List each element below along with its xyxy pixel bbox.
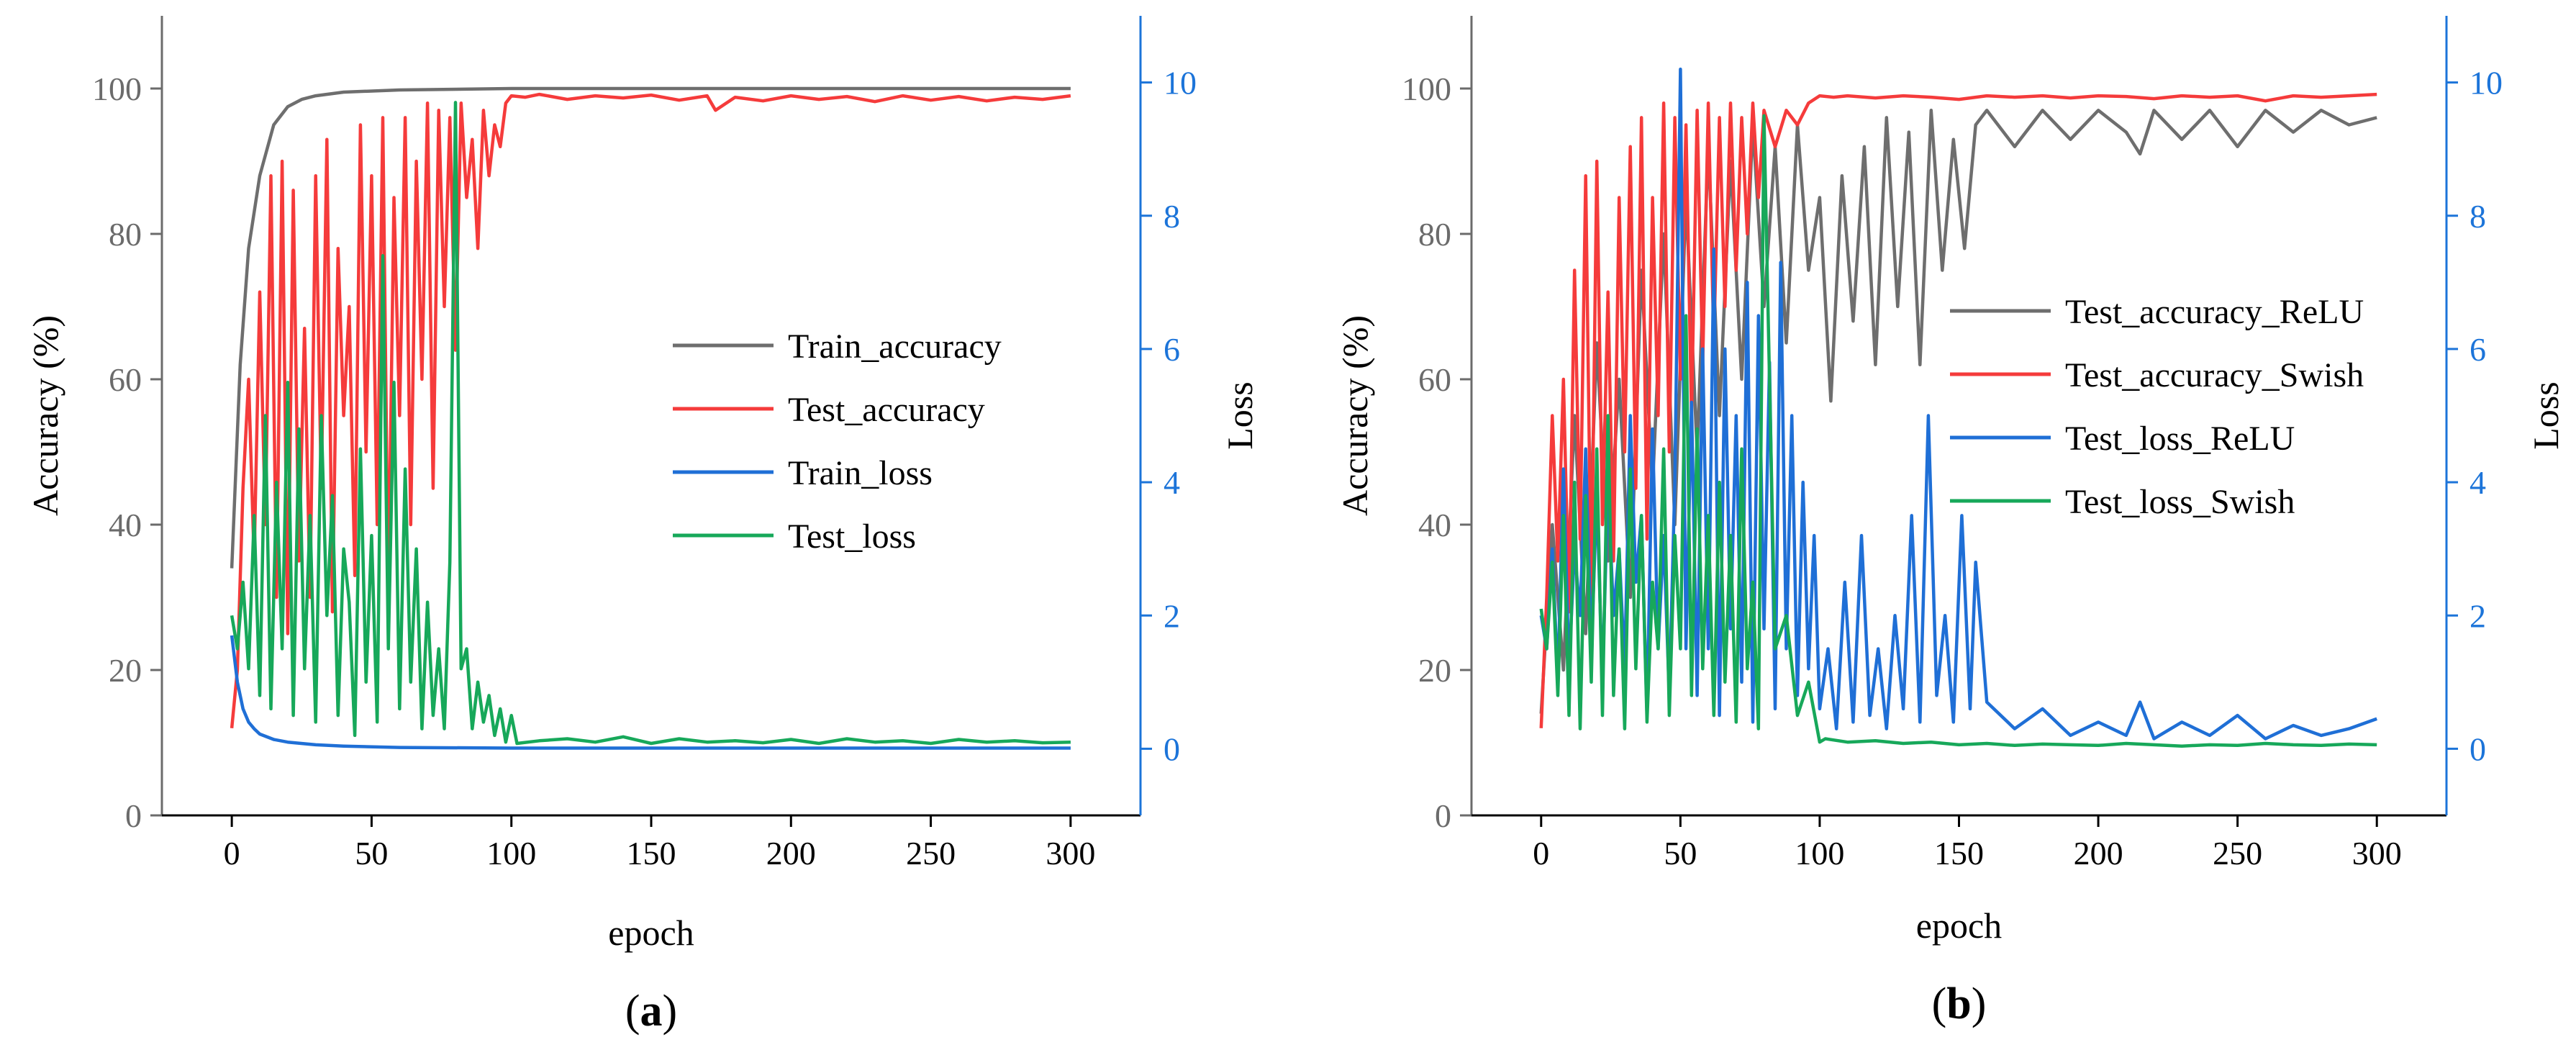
y-tick-label: 0 bbox=[125, 797, 142, 834]
y-axis-label: Accuracy (%) bbox=[1335, 315, 1375, 516]
legend-entry: Test_accuracy_Swish bbox=[2065, 356, 2364, 394]
x-tick-label: 0 bbox=[224, 835, 240, 872]
y-tick-label: 20 bbox=[109, 652, 142, 689]
x-tick-label: 250 bbox=[2213, 835, 2262, 872]
x-tick-label: 100 bbox=[1795, 835, 1844, 872]
y-tick-label: 60 bbox=[109, 361, 142, 398]
y-tick-label: 80 bbox=[109, 216, 142, 253]
panel-label: (a) bbox=[625, 987, 677, 1036]
series-line-test-loss bbox=[230, 101, 1071, 746]
legend-entry: Test_loss_Swish bbox=[2065, 483, 2295, 521]
y2-tick-label: 2 bbox=[2470, 597, 2486, 634]
series-group bbox=[1539, 67, 2377, 748]
y2-tick-label: 4 bbox=[2470, 464, 2486, 501]
chart-panel-a: 0 50 100 150 200 250 300 0 20 40 60 80 100 0 2 4 6 8 10 Acc… bbox=[25, 16, 1260, 1036]
panel-label: (b) bbox=[1932, 979, 1987, 1028]
y-tick-label: 20 bbox=[1418, 652, 1451, 689]
y2-tick-label: 8 bbox=[1164, 198, 1180, 235]
legend-entry: Test_accuracy_ReLU bbox=[2065, 293, 2364, 331]
y2-tick-label: 6 bbox=[1164, 331, 1180, 368]
y2-tick-label: 0 bbox=[2470, 730, 2486, 767]
y2-axis-label: Loss bbox=[1220, 381, 1260, 449]
series-line-test-loss-swish bbox=[1539, 114, 2377, 748]
series-group bbox=[230, 86, 1071, 750]
y2-tick-label: 8 bbox=[2470, 198, 2486, 235]
y-tick-label: 100 bbox=[1402, 71, 1451, 107]
x-tick-label: 0 bbox=[1533, 835, 1549, 872]
x-tick-label: 200 bbox=[2074, 835, 2123, 872]
y2-tick-label: 0 bbox=[1164, 730, 1180, 767]
y2-tick-label: 10 bbox=[2470, 65, 2503, 101]
y2-tick-label: 6 bbox=[2470, 331, 2486, 368]
series-line-train-loss bbox=[230, 635, 1071, 750]
x-tick-label: 250 bbox=[906, 835, 956, 872]
legend-entry: Test_loss_ReLU bbox=[2065, 420, 2295, 458]
x-tick-label: 100 bbox=[486, 835, 536, 872]
x-tick-label: 150 bbox=[1934, 835, 1984, 872]
x-tick-label: 50 bbox=[1664, 835, 1697, 872]
y-tick-label: 0 bbox=[1435, 797, 1451, 834]
x-tick-label: 200 bbox=[766, 835, 816, 872]
x-axis-label: epoch bbox=[608, 913, 694, 953]
legend: Train_accuracy Test_accuracy Train_loss Tes… bbox=[673, 327, 1002, 556]
y2-tick-label: 4 bbox=[1164, 464, 1180, 501]
series-line-train-accuracy bbox=[230, 86, 1071, 569]
x-axis-label: epoch bbox=[1916, 905, 2002, 946]
x-tick-label: 150 bbox=[627, 835, 676, 872]
legend-entry: Test_accuracy bbox=[788, 391, 985, 429]
y2-axis-label: Loss bbox=[2526, 381, 2566, 449]
legend-entry: Test_loss bbox=[788, 517, 916, 556]
x-tick-label: 50 bbox=[355, 835, 388, 872]
chart-panel-b: 0 50 100 150 200 250 300 0 20 40 60 80 100 0 2 4 6 8 10 Acc… bbox=[1335, 16, 2566, 1028]
series-line-test-accuracy-swish bbox=[1539, 92, 2377, 728]
y-tick-label: 100 bbox=[92, 71, 142, 107]
legend: Test_accuracy_ReLU Test_accuracy_Swish Tes… bbox=[1950, 293, 2364, 521]
y-tick-label: 60 bbox=[1418, 361, 1451, 398]
x-tick-label: 300 bbox=[2352, 835, 2402, 872]
y-tick-label: 40 bbox=[1418, 507, 1451, 543]
y-axis-label: Accuracy (%) bbox=[25, 315, 65, 516]
y-tick-label: 80 bbox=[1418, 216, 1451, 253]
series-line-test-accuracy bbox=[230, 92, 1071, 729]
legend-entry: Train_loss bbox=[788, 454, 933, 492]
y2-tick-label: 2 bbox=[1164, 597, 1180, 634]
y2-tick-label: 10 bbox=[1164, 65, 1197, 101]
x-tick-label: 300 bbox=[1046, 835, 1095, 872]
y-tick-label: 40 bbox=[109, 507, 142, 543]
legend-entry: Train_accuracy bbox=[788, 327, 1002, 366]
